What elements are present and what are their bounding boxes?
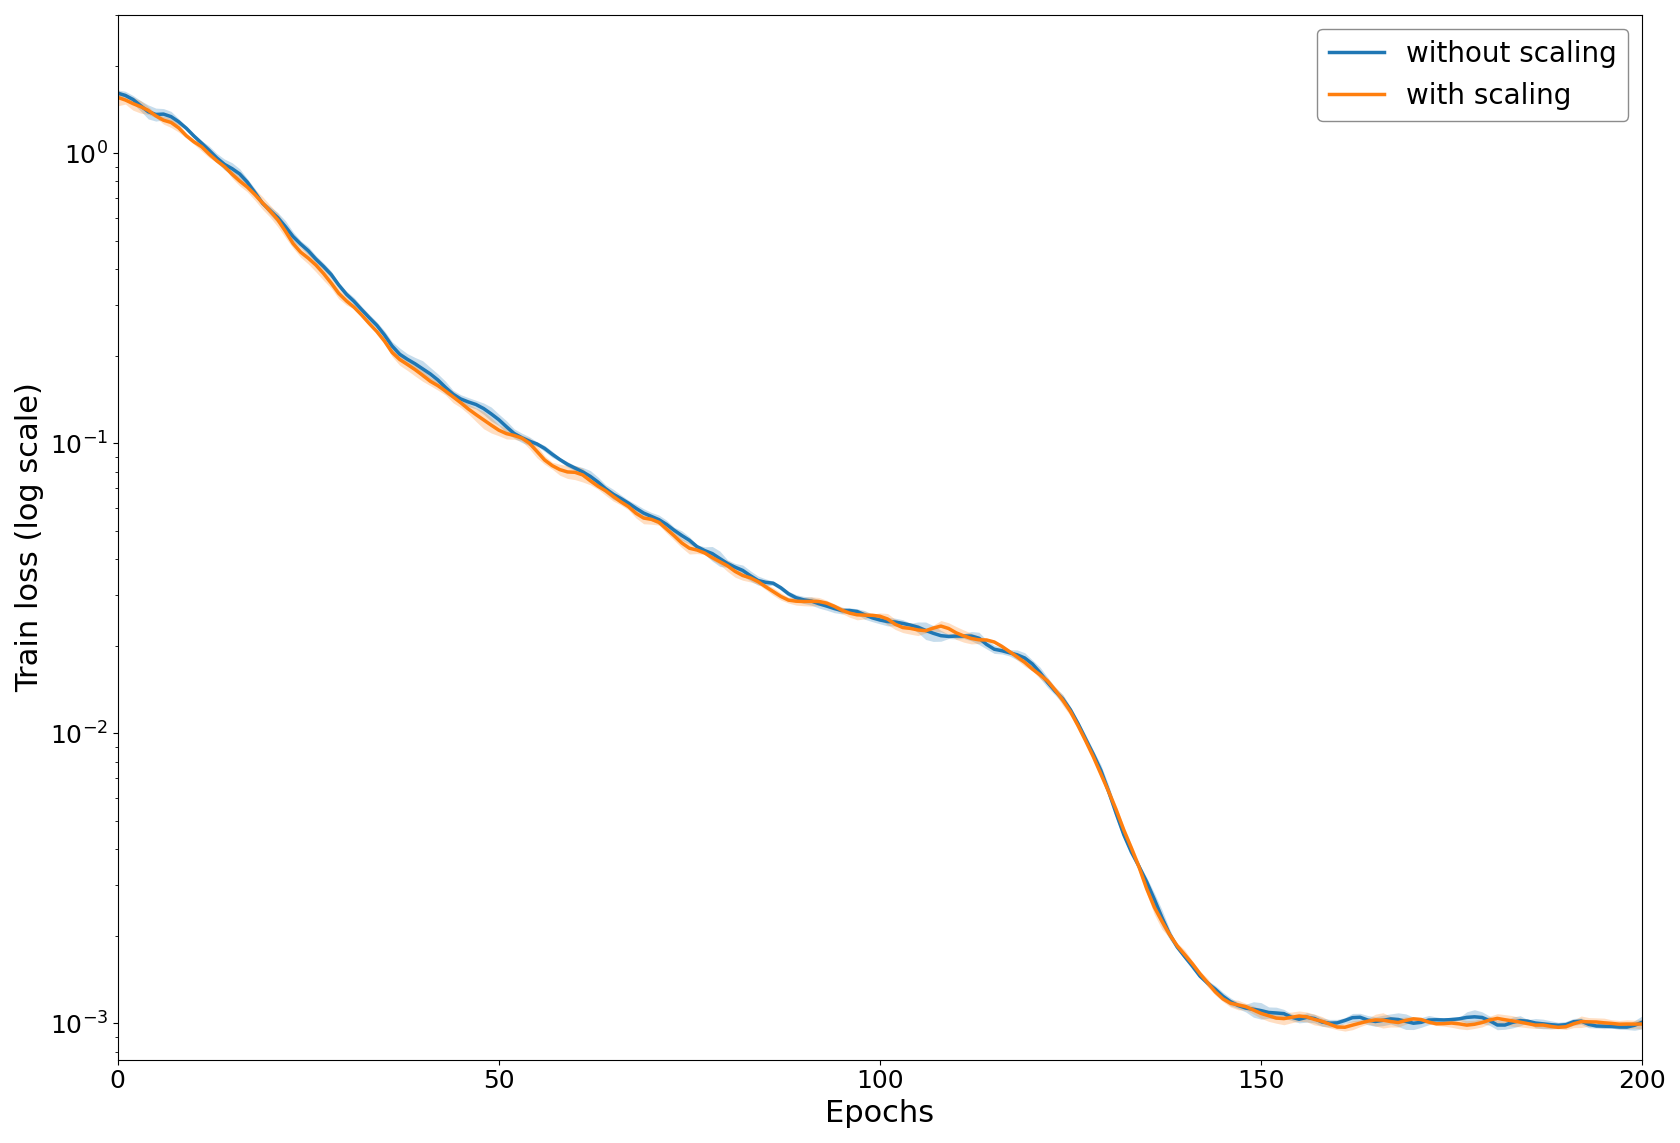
- Line: without scaling: without scaling: [118, 93, 1641, 1028]
- without scaling: [1502, 1015, 1522, 1029]
- without scaling: [748, 574, 768, 588]
- without scaling: [1631, 1015, 1651, 1029]
- with scaling: [1502, 1014, 1522, 1028]
- without scaling: [1616, 1021, 1636, 1034]
- with scaling: [664, 529, 684, 543]
- without scaling: [108, 86, 128, 99]
- X-axis label: Epochs: Epochs: [825, 1100, 934, 1128]
- with scaling: [116, 93, 136, 106]
- Line: with scaling: with scaling: [118, 97, 1641, 1028]
- without scaling: [664, 523, 684, 537]
- with scaling: [931, 620, 951, 633]
- with scaling: [1631, 1017, 1651, 1031]
- with scaling: [108, 90, 128, 104]
- Y-axis label: Train loss (log scale): Train loss (log scale): [15, 383, 44, 693]
- without scaling: [116, 88, 136, 102]
- with scaling: [245, 187, 265, 201]
- without scaling: [245, 186, 265, 200]
- Legend: without scaling, with scaling: without scaling, with scaling: [1317, 29, 1628, 121]
- with scaling: [748, 575, 768, 589]
- with scaling: [1547, 1021, 1567, 1034]
- without scaling: [931, 629, 951, 642]
